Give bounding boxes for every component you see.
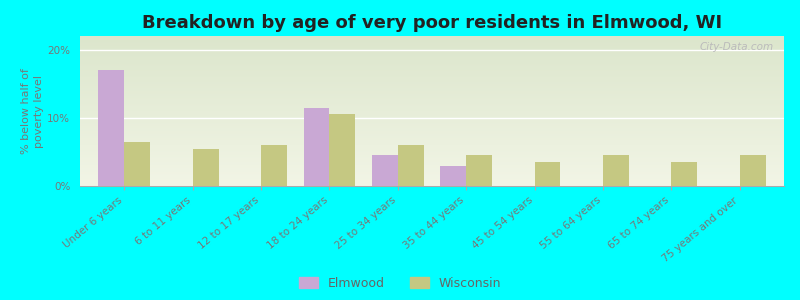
Legend: Elmwood, Wisconsin: Elmwood, Wisconsin (295, 273, 505, 294)
Bar (372, 155, 398, 186)
Bar (125, 142, 150, 186)
Bar (671, 162, 697, 186)
Bar (398, 145, 424, 186)
Text: City-Data.com: City-Data.com (699, 42, 774, 52)
Bar (739, 155, 766, 186)
Bar (603, 155, 629, 186)
Bar (466, 155, 492, 186)
Bar (330, 114, 355, 186)
Bar (193, 148, 218, 186)
Y-axis label: % below half of
poverty level: % below half of poverty level (22, 68, 45, 154)
Bar (534, 162, 561, 186)
Bar (303, 108, 330, 186)
Title: Breakdown by age of very poor residents in Elmwood, WI: Breakdown by age of very poor residents … (142, 14, 722, 32)
Bar (261, 145, 287, 186)
Bar (98, 70, 125, 186)
Bar (440, 166, 466, 186)
